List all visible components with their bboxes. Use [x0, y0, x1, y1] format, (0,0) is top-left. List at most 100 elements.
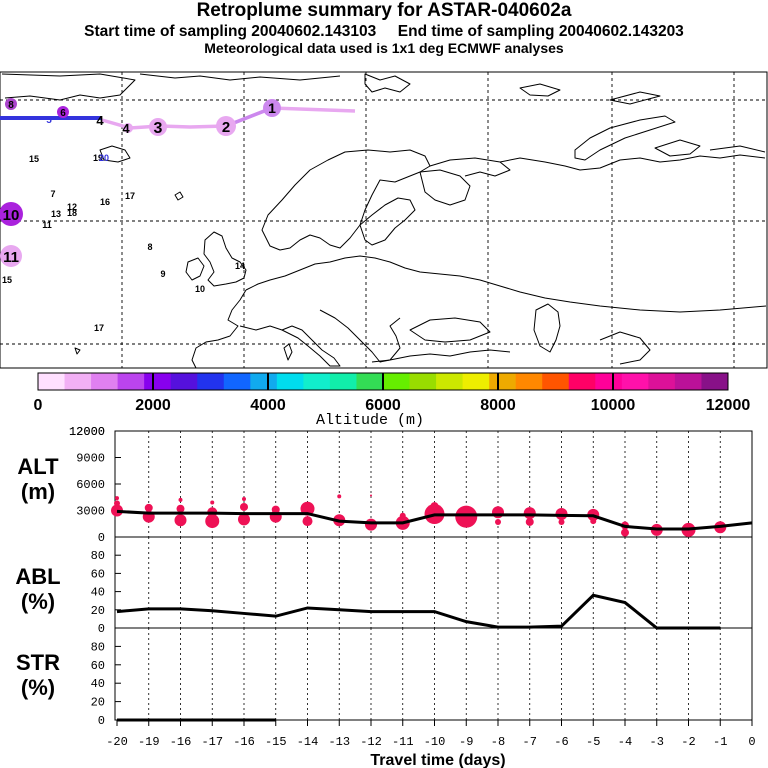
alt-ylabel-line1: ALT: [17, 454, 59, 479]
alt-point: [111, 504, 123, 517]
traj-label: 11: [3, 249, 19, 266]
colorbar-tick-label: 4000: [250, 397, 286, 414]
alt-point: [174, 514, 187, 527]
alt-points: [111, 494, 727, 537]
y-tick-label: 6000: [76, 478, 105, 492]
colorbar-tick-label: 0: [34, 397, 43, 414]
traj-label: 7: [50, 189, 55, 199]
x-tick-label: -12: [360, 735, 382, 749]
colorbar-cell: [515, 373, 543, 390]
alt-point: [455, 505, 478, 528]
traj-label: 13: [51, 209, 61, 219]
y-tick-label: 60: [91, 659, 105, 673]
traj-label: 2: [222, 119, 230, 136]
colorbar-cell: [276, 373, 304, 390]
traj-label: 17: [94, 323, 104, 333]
traj-label: 17: [125, 191, 135, 201]
chart-title: Retroplume summary for ASTAR-040602a: [196, 0, 572, 21]
colorbar-cells: [38, 373, 729, 390]
y-tick-label: 12000: [69, 425, 105, 439]
sampling-times: Start time of sampling 20040602.143103 E…: [84, 23, 684, 40]
colorbar-cell: [462, 373, 490, 390]
traj-marker: [0, 245, 22, 267]
colorbar-cell: [568, 373, 596, 390]
traj-label: 8: [147, 242, 152, 252]
colorbar-cell: [329, 373, 357, 390]
alt-ylabel-line2: (m): [21, 479, 55, 504]
colorbar-cell: [117, 373, 145, 390]
traj-label: 1: [268, 100, 276, 116]
alt-point: [240, 502, 248, 511]
traj-label: 15: [29, 154, 39, 164]
traj-label: 4: [96, 113, 104, 128]
x-tick-label: -15: [265, 735, 287, 749]
alt-point: [430, 502, 439, 511]
alt-point: [302, 516, 313, 527]
x-tick-label: -5: [586, 735, 600, 749]
x-tick-label: -13: [328, 735, 350, 749]
alt-point: [590, 518, 597, 525]
traj-label: 5: [46, 115, 52, 126]
x-axis-label: Travel time (days): [370, 752, 505, 768]
colorbar-ticks: 0 2000 4000 6000 8000 10000 12000: [34, 373, 750, 414]
y-tick-label: 40: [91, 677, 105, 691]
x-tick-label: -14: [297, 735, 319, 749]
colorbar-tick-label: 2000: [135, 397, 171, 414]
traj-label: 14: [235, 261, 245, 271]
alt-point: [399, 512, 406, 519]
colorbar-cell: [542, 373, 570, 390]
map-panel: 1 2 3 4 4 5 6 8 10 11 7 8 9 10 11: [0, 71, 768, 369]
alt-point: [495, 518, 501, 525]
x-tick-label: -1: [713, 735, 727, 749]
alt-point: [205, 514, 220, 529]
panels-frame: [114, 430, 753, 721]
colorbar-cell: [595, 373, 623, 390]
alt-point: [525, 517, 534, 526]
traj-label: 10: [195, 284, 205, 294]
colorbar-cell: [436, 373, 464, 390]
x-tick-label: -16: [170, 735, 192, 749]
traj-label: 9: [160, 269, 165, 279]
colorbar-cell: [144, 373, 172, 390]
colorbar-cell: [64, 373, 92, 390]
str-ylabel-line1: STR: [16, 650, 60, 675]
x-tick-label: -3: [650, 735, 664, 749]
y-tick-label: 3000: [76, 505, 105, 519]
x-tick-label: -19: [138, 735, 160, 749]
abl-ylabel-line1: ABL: [15, 564, 60, 589]
colorbar-cell: [91, 373, 119, 390]
alt-point: [176, 504, 185, 513]
x-axis-ticks: -20 -19 -16 -17 -16 -15 -14 -13 -12 -11 -10 -9 -8 -7-…: [106, 720, 756, 749]
x-tick-label: -8: [491, 735, 505, 749]
colorbar-cell: [303, 373, 331, 390]
abl-series-line: [116, 593, 721, 630]
traj-label: 16: [100, 197, 110, 207]
colorbar-cell: [674, 373, 702, 390]
y-tick-label: 9000: [76, 452, 105, 466]
x-tick-label: -4: [618, 735, 632, 749]
map-frame: [0, 71, 768, 369]
y-tick-label: 12000: [69, 425, 105, 439]
y-tick-label: 0: [98, 622, 105, 636]
str-grid: 0 20 40 60 80: [91, 628, 721, 728]
trajectory-markers: 1 2 3 4 4 5 6 8 10 11 7 8 9 10 11: [0, 98, 281, 333]
traj-label: 12: [67, 202, 77, 212]
small-traj-labels: 7 8 9 10 11 12 13 14 15 16 17 18 19 20 1…: [2, 153, 245, 333]
time-series-panels: ALT (m) ABL (%) STR (%) 0300060009000120…: [15, 425, 755, 768]
traj-label: 3: [154, 120, 163, 137]
traj-label: 6: [60, 108, 66, 119]
x-tick-label: -2: [681, 735, 695, 749]
colorbar-tick-label: 10000: [591, 397, 636, 414]
alt-point: [242, 497, 246, 502]
traj-marker: [149, 118, 167, 136]
colorbar-cell: [356, 373, 384, 390]
colorbar-cell: [701, 373, 729, 390]
chart-header: Retroplume summary for ASTAR-040602a Sta…: [0, 0, 768, 57]
alt-median-line: [116, 509, 753, 531]
colorbar-cell: [489, 373, 517, 390]
y-tick-label: 40: [91, 586, 105, 600]
x-tick-label: -16: [233, 735, 255, 749]
x-tick-label: -6: [554, 735, 568, 749]
